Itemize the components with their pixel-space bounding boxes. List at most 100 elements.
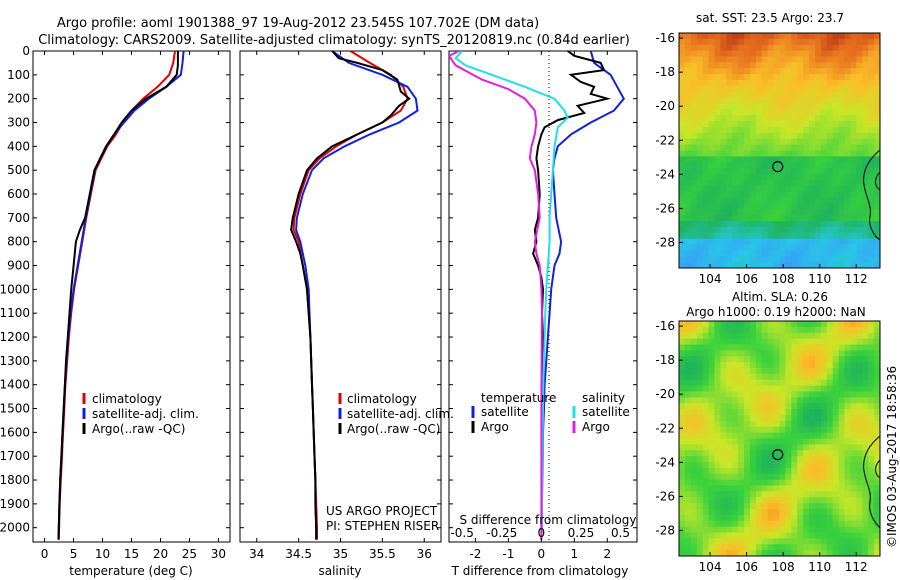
heatmap-cell — [679, 473, 686, 481]
heatmap-cell — [803, 456, 810, 463]
heatmap-cell — [856, 473, 863, 481]
heatmap-cell — [826, 332, 834, 340]
heatmap-cell — [726, 262, 733, 268]
heatmap-cell — [779, 115, 787, 122]
heatmap-cell — [814, 526, 822, 534]
heatmap-cell — [684, 497, 692, 504]
heatmap-cell — [767, 232, 775, 240]
heatmap-cell — [838, 338, 846, 346]
heatmap-cell — [767, 150, 775, 157]
heatmap-cell — [838, 373, 846, 381]
heatmap-cell — [809, 138, 816, 146]
heatmap-cell — [797, 68, 804, 75]
heatmap-cell — [714, 179, 721, 187]
heatmap-cell — [791, 326, 798, 334]
heatmap-cell — [761, 33, 769, 40]
heatmap-cell — [803, 185, 810, 193]
heatmap-cell — [714, 497, 721, 504]
heatmap-cell — [832, 250, 840, 257]
heatmap-cell — [856, 62, 863, 69]
heatmap-cell — [738, 338, 745, 346]
heatmap-cell — [850, 262, 857, 268]
heatmap-cell — [856, 127, 863, 134]
heatmap-cell — [844, 467, 852, 475]
heatmap-cell — [856, 91, 863, 99]
heatmap-cell — [868, 103, 875, 110]
heatmap-cell — [850, 426, 857, 434]
heatmap-cell — [744, 338, 751, 346]
heatmap-cell — [744, 97, 751, 105]
heatmap-cell — [684, 514, 692, 522]
heatmap-cell — [814, 550, 822, 556]
heatmap-cell — [708, 326, 716, 334]
heatmap-cell — [803, 397, 810, 404]
heatmap-cell — [732, 409, 739, 416]
heatmap-cell — [696, 185, 704, 193]
heatmap-cell — [856, 244, 863, 251]
heatmap-cell — [720, 544, 727, 551]
heatmap-cell — [761, 520, 769, 528]
heatmap-cell — [874, 491, 880, 498]
heatmap-cell — [814, 426, 822, 434]
heatmap-cell — [856, 544, 863, 551]
heatmap-cell — [874, 532, 880, 539]
heatmap-cell — [814, 473, 822, 481]
heatmap-cell — [726, 338, 733, 346]
heatmap-cell — [684, 262, 692, 268]
heatmap-cell — [708, 62, 716, 69]
heatmap-cell — [809, 221, 816, 228]
heatmap-cell — [679, 344, 686, 351]
heatmap-cell — [820, 409, 828, 416]
heatmap-cell — [773, 262, 781, 268]
sla-map-frame — [678, 320, 881, 557]
heatmap-cell — [820, 97, 828, 105]
heatmap-cell — [761, 97, 769, 105]
heatmap-cell — [696, 138, 704, 146]
heatmap-cell — [690, 514, 698, 522]
heatmap-cell — [820, 544, 828, 551]
heatmap-cell — [749, 497, 757, 504]
heatmap-cell — [785, 144, 792, 152]
heatmap-cell — [755, 103, 763, 110]
heatmap-cell — [850, 526, 857, 534]
heatmap-cell — [767, 403, 775, 410]
heatmap-cell — [814, 33, 822, 40]
legend-header-temperature: temperature — [481, 391, 556, 405]
heatmap-cell — [874, 409, 880, 416]
heatmap-cell — [844, 209, 852, 216]
heatmap-cell — [791, 226, 798, 234]
heatmap-cell — [679, 250, 686, 257]
heatmap-cell — [856, 197, 863, 204]
heatmap-cell — [874, 444, 880, 451]
heatmap-cell — [874, 232, 880, 240]
heatmap-cell — [726, 356, 733, 363]
heatmap-cell — [696, 80, 704, 87]
heatmap-cell — [791, 50, 798, 58]
heatmap-cell — [797, 403, 804, 410]
heatmap-cell — [797, 168, 804, 175]
heatmap-cell — [850, 250, 857, 257]
heatmap-cell — [844, 150, 852, 157]
heatmap-cell — [844, 415, 852, 422]
heatmap-cell — [862, 138, 869, 146]
heatmap-cell — [809, 403, 816, 410]
heatmap-cell — [714, 379, 721, 387]
heatmap-cell — [761, 109, 769, 116]
heatmap-cell — [738, 103, 745, 110]
heatmap-cell — [749, 479, 757, 487]
heatmap-cell — [767, 426, 775, 434]
heatmap-cell — [850, 56, 857, 63]
heatmap-cell — [684, 532, 692, 539]
heatmap-cell — [826, 479, 834, 487]
heatmap-cell — [761, 74, 769, 81]
heatmap-cell — [832, 397, 840, 404]
heatmap-cell — [738, 127, 745, 134]
heatmap-cell — [738, 209, 745, 216]
heatmap-cell — [826, 385, 834, 393]
heatmap-cell — [797, 532, 804, 539]
heatmap-cell — [826, 115, 834, 122]
heatmap-cell — [797, 326, 804, 334]
heatmap-cell — [744, 250, 751, 257]
heatmap-cell — [862, 156, 869, 163]
heatmap-cell — [826, 221, 834, 228]
